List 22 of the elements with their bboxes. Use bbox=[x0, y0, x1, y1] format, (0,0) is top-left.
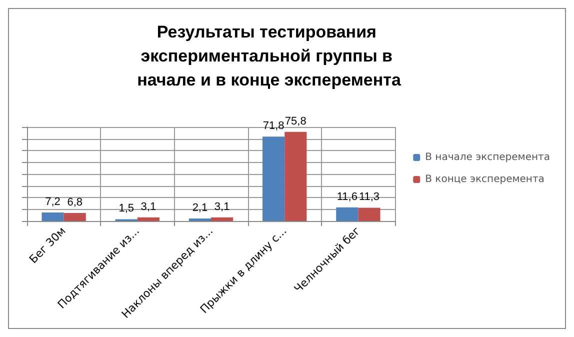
data-label: 2,1 bbox=[192, 202, 208, 214]
bar bbox=[64, 213, 86, 221]
bar bbox=[358, 208, 380, 221]
data-label: 3,1 bbox=[140, 200, 156, 213]
bar bbox=[284, 132, 307, 221]
data-label: 7,2 bbox=[45, 196, 60, 208]
x-tick-label: Бег 30м bbox=[26, 224, 68, 266]
data-label: 1,5 bbox=[118, 202, 134, 215]
legend-label: В конце эксперемента bbox=[425, 174, 544, 185]
bar bbox=[211, 217, 234, 221]
data-label: 11,6 bbox=[336, 190, 358, 203]
bar bbox=[42, 212, 64, 221]
legend-label: В начале эксперемента bbox=[425, 152, 550, 163]
bar bbox=[336, 207, 358, 221]
data-label: 75,8 bbox=[284, 115, 306, 128]
data-label: 11,3 bbox=[358, 191, 380, 204]
data-label: 3,1 bbox=[214, 200, 230, 213]
data-label: 71,8 bbox=[262, 120, 284, 132]
bar bbox=[137, 217, 160, 221]
bar bbox=[262, 136, 285, 221]
data-label: 6,8 bbox=[67, 196, 82, 209]
chart-title: Результаты тестирования экспериментальной группы в начале и в конце эксперемента bbox=[137, 22, 402, 90]
